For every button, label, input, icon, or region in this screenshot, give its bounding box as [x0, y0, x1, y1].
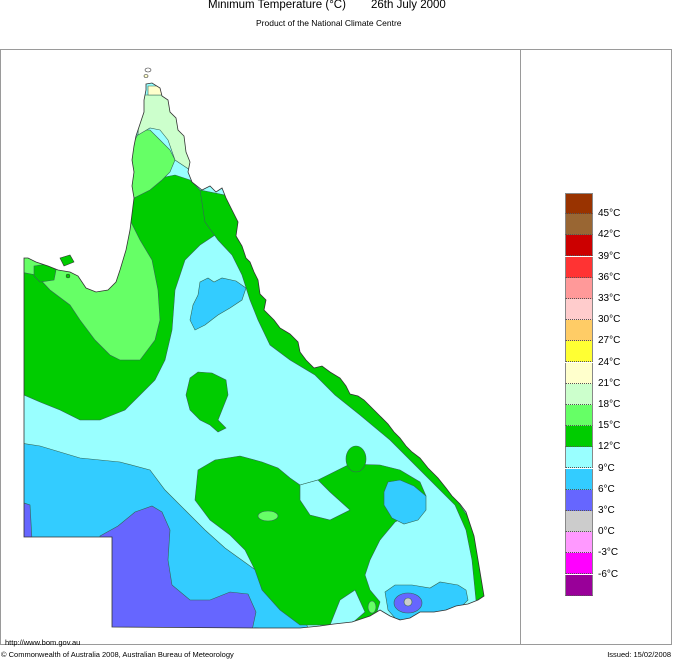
source-url[interactable]: http://www.bom.gov.au — [5, 638, 81, 647]
legend-swatch — [565, 447, 593, 469]
copyright-notice: © Commonwealth of Australia 2008, Austra… — [1, 650, 234, 659]
legend-label: 30°C — [598, 314, 621, 326]
legend-label: 9°C — [598, 462, 615, 474]
legend-label: 6°C — [598, 483, 615, 495]
legend-label: 24°C — [598, 356, 621, 368]
legend-swatch — [565, 553, 593, 575]
legend-swatch — [565, 277, 593, 299]
legend-label: 21°C — [598, 377, 621, 389]
legend-label: -6°C — [598, 568, 619, 580]
legend-label: 3°C — [598, 505, 615, 516]
legend-swatch — [565, 193, 593, 214]
legend-label: 45°C — [598, 208, 621, 220]
issued-date: Issued: 15/02/2008 — [607, 650, 671, 659]
legend-swatch — [565, 511, 593, 532]
legend-swatch — [565, 489, 593, 511]
map-title: Minimum Temperature (°C) — [208, 0, 346, 11]
legend-label: 42°C — [598, 229, 621, 241]
legend-swatch — [565, 214, 593, 236]
legend-label: 0°C — [598, 526, 615, 538]
temperature-map — [23, 67, 485, 629]
legend-label: 18°C — [598, 399, 621, 410]
legend-label: 33°C — [598, 293, 621, 304]
map-subtitle: Product of the National Climate Centre — [256, 18, 402, 28]
legend-swatch — [565, 320, 593, 342]
legend-label: 36°C — [598, 271, 621, 283]
legend-swatch — [565, 256, 593, 278]
legend-swatch — [565, 574, 593, 596]
legend-swatch — [565, 362, 593, 384]
legend-swatch — [565, 235, 593, 257]
map-date: 26th July 2000 — [371, 0, 446, 11]
chart-header: Minimum Temperature (°C) 26th July 2000 — [0, 0, 674, 14]
map-frame — [0, 49, 672, 645]
legend-label: 12°C — [598, 441, 621, 453]
legend-label: -3°C — [598, 547, 619, 559]
legend-label: 15°C — [598, 420, 621, 432]
legend-swatch — [565, 383, 593, 405]
legend-divider — [520, 49, 521, 645]
legend-swatch — [565, 468, 593, 490]
legend-swatch — [565, 426, 593, 448]
legend-label: 39°C — [598, 250, 621, 262]
legend-label: 27°C — [598, 335, 621, 347]
legend-swatch — [565, 341, 593, 363]
legend-swatch — [565, 532, 593, 554]
legend-swatch — [565, 405, 593, 426]
legend-swatch — [565, 299, 593, 320]
